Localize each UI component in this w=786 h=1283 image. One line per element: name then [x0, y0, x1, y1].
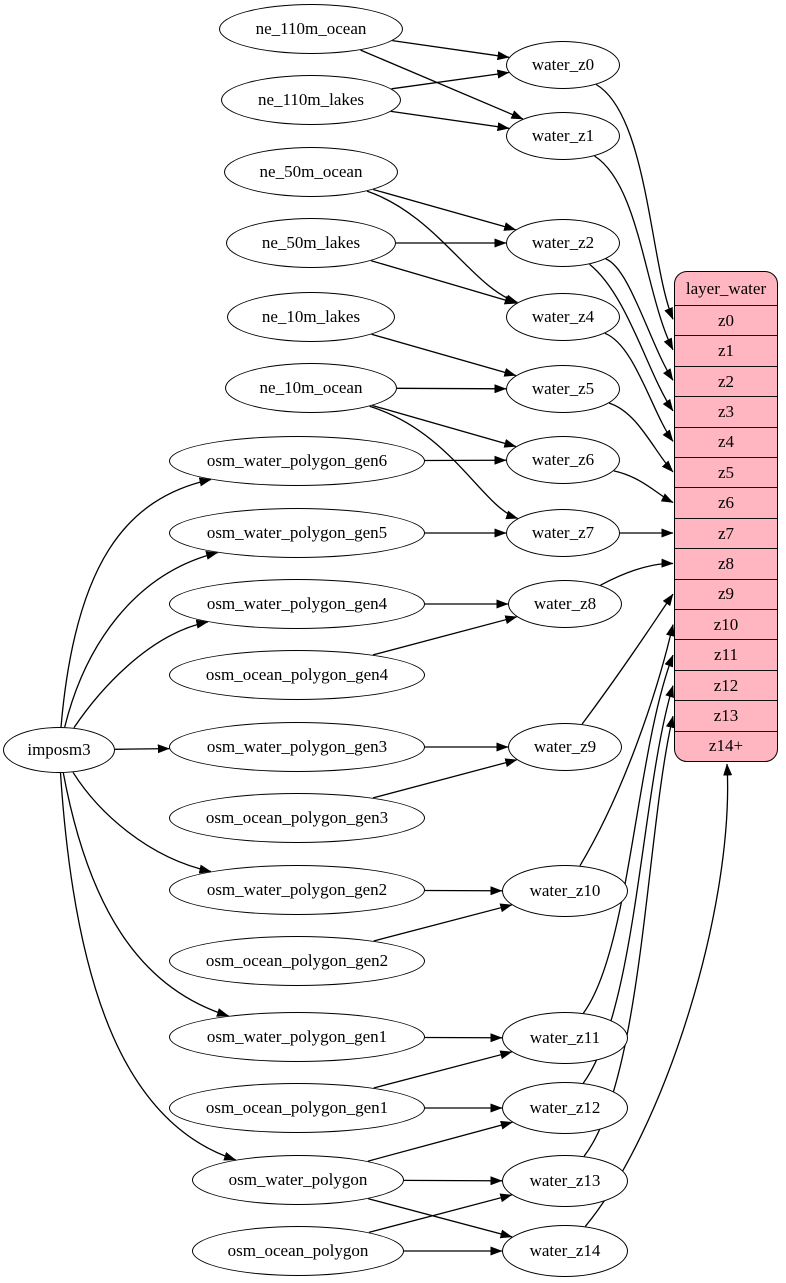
graph-node-ne_50m_ocean: ne_50m_ocean [224, 147, 398, 197]
graph-node-water_z4: water_z4 [506, 293, 620, 341]
graph-node-osm_ocean_polygon_gen4: osm_ocean_polygon_gen4 [169, 650, 425, 700]
edge-osm_ocean_polygon-to-water_z13 [368, 1193, 513, 1234]
edge-ne_10m_ocean-to-water_z6 [372, 404, 517, 448]
edge-ne_50m_ocean-to-water_z4 [366, 190, 519, 304]
graph-node-water_z8: water_z8 [508, 580, 622, 628]
graph-node-water_z7: water_z7 [506, 509, 620, 557]
edge-water_z9-to-layer_water-z9 [581, 593, 674, 725]
graph-node-water_z14: water_z14 [502, 1225, 628, 1277]
edge-water_z10-to-layer_water-z10 [579, 624, 675, 867]
edge-osm_ocean_polygon_gen4-to-water_z8 [372, 615, 518, 656]
graph-node-water_z12: water_z12 [502, 1082, 628, 1134]
graph-node-ne_10m_lakes: ne_10m_lakes [227, 292, 395, 342]
table-row-z0: z0 [675, 305, 777, 335]
graph-node-water_z1: water_z1 [506, 112, 620, 160]
edge-imposm3-to-osm_water_polygon_gen6 [60, 477, 212, 728]
edge-water_z5-to-layer_water-z5 [608, 402, 674, 473]
graph-node-water_z6: water_z6 [506, 436, 620, 484]
edge-ne_10m_ocean-to-water_z5 [396, 384, 507, 394]
table-row-z3: z3 [675, 396, 777, 426]
graph-node-osm_water_polygon_gen1: osm_water_polygon_gen1 [169, 1012, 425, 1062]
edge-osm_water_polygon-to-water_z14 [368, 1198, 513, 1239]
graph-node-water_z11: water_z11 [502, 1012, 628, 1064]
graph-node-water_z13: water_z13 [502, 1155, 628, 1207]
edge-imposm3-to-osm_water_polygon [59, 772, 237, 1161]
layer-water-table: layer_water z0 z1 z2 z3 z4 z5 z6 z7 z8 z9 z10 z11 z1… [674, 271, 778, 762]
table-row-z13: z13 [675, 700, 777, 730]
edge-ne_10m_lakes-to-water_z5 [371, 333, 517, 377]
edge-water_z8-to-layer_water-z8 [600, 558, 674, 586]
graph-node-water_z10: water_z10 [502, 865, 628, 917]
edge-osm_ocean_polygon_gen3-to-water_z9 [372, 758, 518, 799]
graph-node-osm_ocean_polygon_gen2: osm_ocean_polygon_gen2 [169, 936, 425, 986]
graph-node-osm_ocean_polygon_gen1: osm_ocean_polygon_gen1 [169, 1083, 425, 1133]
edge-imposm3-to-osm_water_polygon_gen5 [64, 550, 219, 728]
table-row-z7: z7 [675, 517, 777, 548]
edge-ne_110m_ocean-to-water_z0 [392, 39, 510, 61]
graph-node-ne_50m_lakes: ne_50m_lakes [226, 218, 396, 268]
graph-node-water_z2: water_z2 [506, 219, 620, 267]
graph-node-imposm3: imposm3 [3, 727, 115, 773]
edge-ne_50m_lakes-to-water_z4 [371, 260, 517, 305]
table-row-z12: z12 [675, 669, 777, 700]
graph-node-ne_110m_ocean: ne_110m_ocean [219, 4, 403, 54]
table-row-z1: z1 [675, 335, 777, 365]
edge-water_z2-to-layer_water-z3 [589, 263, 674, 412]
table-row-z11: z11 [675, 639, 777, 669]
graph-node-osm_water_polygon_gen4: osm_water_polygon_gen4 [169, 579, 425, 629]
edge-water_z2-to-layer_water-z2 [605, 258, 674, 381]
table-row-z2: z2 [675, 365, 777, 396]
graph-node-osm_water_polygon: osm_water_polygon [192, 1155, 404, 1205]
graph-node-osm_ocean_polygon: osm_ocean_polygon [192, 1226, 404, 1276]
edge-ne_110m_lakes-to-water_z0 [391, 69, 510, 90]
edge-ne_10m_ocean-to-water_z7 [369, 405, 519, 520]
edge-imposm3-to-osm_water_polygon_gen3 [114, 744, 170, 754]
layer-water-table-title: layer_water [685, 278, 767, 298]
graph-node-osm_water_polygon_gen6: osm_water_polygon_gen6 [169, 436, 425, 486]
graph-node-ne_10m_ocean: ne_10m_ocean [225, 363, 397, 413]
edge-water_z6-to-layer_water-z6 [613, 470, 674, 504]
edge-water_z4-to-layer_water-z4 [604, 332, 674, 442]
graph-node-water_z9: water_z9 [508, 723, 622, 771]
edge-ne_110m_ocean-to-water_z1 [360, 49, 524, 120]
table-row-z5: z5 [675, 457, 777, 487]
table-row-z10: z10 [675, 609, 777, 639]
edge-water_z14-to-layer_water-z14+ [584, 763, 733, 1227]
edge-water_z11-to-layer_water-z11 [582, 654, 674, 1014]
edge-water_z1-to-layer_water-z1 [594, 155, 674, 351]
edge-ne_110m_lakes-to-water_z1 [390, 110, 510, 132]
graph-node-ne_110m_lakes: ne_110m_lakes [221, 75, 401, 125]
graph-node-osm_water_polygon_gen3: osm_water_polygon_gen3 [169, 722, 425, 772]
table-row-z6: z6 [675, 487, 777, 517]
graph-node-osm_water_polygon_gen5: osm_water_polygon_gen5 [169, 508, 425, 558]
table-row-z9: z9 [675, 578, 777, 609]
table-row-z14+: z14+ [675, 730, 777, 761]
edge-imposm3-to-osm_water_polygon_gen1 [62, 772, 229, 1017]
edge-osm_water_polygon-to-water_z12 [367, 1120, 513, 1162]
edge-imposm3-to-osm_water_polygon_gen2 [72, 771, 212, 874]
graph-node-osm_ocean_polygon_gen3: osm_ocean_polygon_gen3 [169, 793, 425, 843]
graph-node-water_z0: water_z0 [506, 41, 620, 89]
edge-osm_ocean_polygon_gen1-to-water_z11 [373, 1050, 513, 1089]
graph-node-water_z5: water_z5 [506, 365, 620, 413]
edge-water_z0-to-layer_water-z0 [595, 83, 674, 320]
edge-osm_ocean_polygon_gen2-to-water_z10 [373, 903, 513, 942]
graph-node-osm_water_polygon_gen2: osm_water_polygon_gen2 [169, 865, 425, 915]
edge-ne_50m_ocean-to-water_z2 [372, 188, 517, 231]
table-row-z4: z4 [675, 426, 777, 457]
table-row-z8: z8 [675, 548, 777, 578]
edge-imposm3-to-osm_water_polygon_gen4 [73, 619, 209, 729]
